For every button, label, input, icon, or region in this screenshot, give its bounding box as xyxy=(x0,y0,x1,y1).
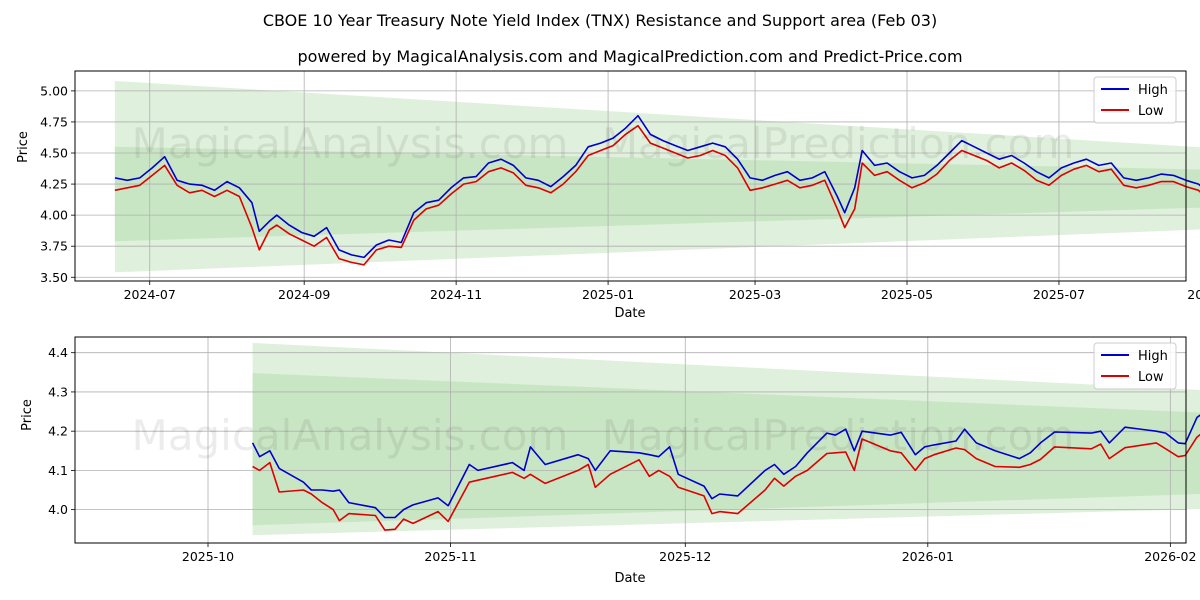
bottom-x-tick-label: 2026-01 xyxy=(902,549,954,564)
bottom-legend: High Low xyxy=(1093,342,1177,390)
top-inner-band xyxy=(114,146,1200,242)
watermark-magicalprediction: MagicalPrediction.com xyxy=(602,119,1075,168)
top-x-axis-label: Date xyxy=(614,306,645,321)
bottom-y-tick-label: 4.4 xyxy=(48,345,68,360)
watermark-magicalanalysis: MagicalAnalysis.com xyxy=(132,119,569,168)
bottom-series-low-line xyxy=(252,433,1200,531)
watermark-magicalprediction-bottom: MagicalPrediction.com xyxy=(602,411,1075,460)
top-legend: High Low xyxy=(1093,76,1177,124)
top-y-tick-label: 4.50 xyxy=(40,146,68,161)
bottom-x-tick-label: 2025-12 xyxy=(659,549,711,564)
bottom-y-tick-label: 4.0 xyxy=(48,502,68,517)
bottom-axes-frame xyxy=(74,336,1187,544)
top-x-tick-label: 2024-07 xyxy=(124,287,176,302)
bottom-x-tick-label: 2026-02 xyxy=(1144,549,1196,564)
bottom-x-tick-label: 2025-10 xyxy=(182,549,234,564)
top-y-tick-label: 3.50 xyxy=(40,270,68,285)
top-x-tick-label: 2025-05 xyxy=(881,287,933,302)
top-x-tick-label: 2025-03 xyxy=(729,287,781,302)
top-legend-label-low: Low xyxy=(1138,104,1164,119)
top-panel: Price Date MagicalAnalysis.com MagicalPr… xyxy=(16,70,1200,321)
bottom-x-tick-label: 2025-11 xyxy=(424,549,476,564)
top-x-tick-label: 2025-07 xyxy=(1033,287,1085,302)
top-y-tick-label: 4.00 xyxy=(40,208,68,223)
top-legend-label-high: High xyxy=(1138,83,1168,98)
top-y-axis-label: Price xyxy=(16,131,31,163)
bottom-x-axis-label: Date xyxy=(614,571,645,586)
top-plot-layer xyxy=(75,71,1200,281)
bottom-plot-layer xyxy=(75,337,1200,543)
bottom-panel: Price Date MagicalAnalysis.com MagicalPr… xyxy=(20,336,1200,586)
chart-subtitle: powered by MagicalAnalysis.com and Magic… xyxy=(297,47,962,66)
bottom-series-high-line xyxy=(251,414,1200,519)
top-series-high-line xyxy=(114,114,1200,259)
chart-title: CBOE 10 Year Treasury Note Yield Index (… xyxy=(263,11,937,30)
bottom-legend-label-high: High xyxy=(1138,349,1168,364)
bottom-y-tick-label: 4.2 xyxy=(48,424,68,439)
bottom-legend-label-low: Low xyxy=(1138,370,1164,385)
top-series-low-line xyxy=(114,124,1200,266)
bottom-y-tick-label: 4.3 xyxy=(48,384,68,399)
top-y-tick-label: 3.75 xyxy=(40,239,68,254)
top-y-tick-label: 4.75 xyxy=(40,114,68,129)
watermark-magicalanalysis-bottom: MagicalAnalysis.com xyxy=(132,411,569,460)
top-x-tick-label: 2025-01 xyxy=(582,287,634,302)
top-x-tick-label: 2024-09 xyxy=(278,287,330,302)
top-x-tick-label: 2024-11 xyxy=(430,287,482,302)
bottom-y-axis-label: Price xyxy=(20,399,35,431)
bottom-y-tick-label: 4.1 xyxy=(48,463,68,478)
top-y-tick-label: 4.25 xyxy=(40,177,68,192)
top-x-tick-label: 2025-09 xyxy=(1187,287,1200,302)
top-y-tick-label: 5.00 xyxy=(40,83,68,98)
bottom-inner-band xyxy=(252,373,1200,526)
top-axes-frame xyxy=(74,70,1187,282)
